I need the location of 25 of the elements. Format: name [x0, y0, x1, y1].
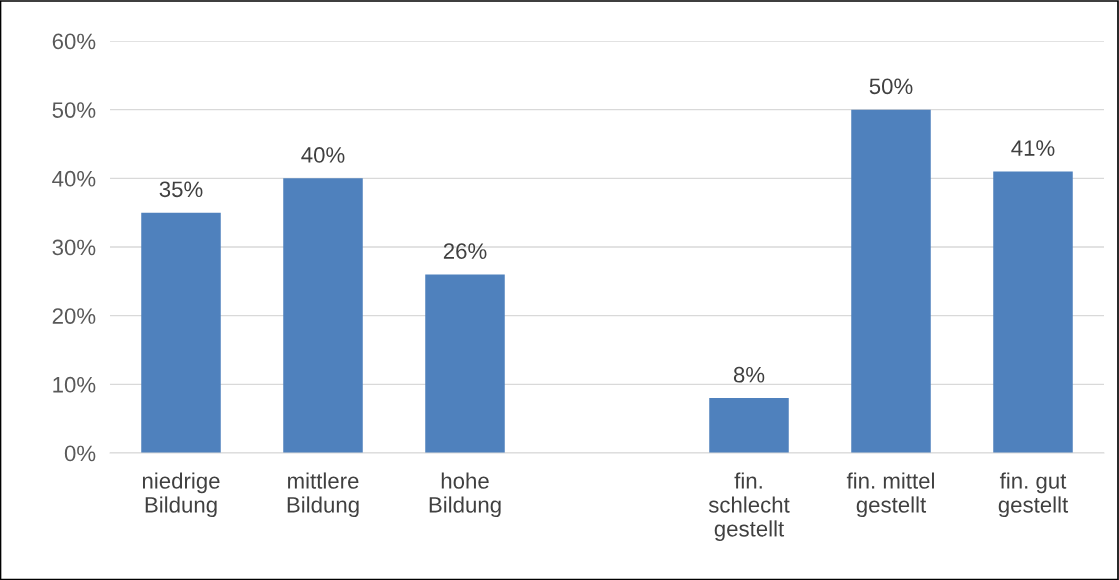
bar	[425, 274, 505, 453]
data-label: 41%	[1011, 140, 1055, 156]
bar	[993, 171, 1073, 453]
y-tick-label: 20%	[52, 308, 96, 324]
y-tick-label: 60%	[52, 33, 96, 50]
x-tick-label: fin. mittel gestellt	[846, 472, 934, 518]
data-label: 35%	[159, 181, 203, 198]
x-tick-label: fin. gut gestellt	[998, 472, 1069, 518]
y-tick-label: 30%	[52, 239, 96, 256]
y-tick-label: 0%	[64, 445, 96, 462]
x-tick-label: mittlere Bildung	[287, 472, 359, 518]
y-tick-label: 50%	[52, 102, 96, 118]
bar	[141, 212, 221, 453]
x-tick-label: hohe Bildung	[429, 472, 501, 518]
data-label: 8%	[733, 366, 765, 383]
data-label: 40%	[301, 147, 345, 163]
y-tick-label: 10%	[53, 376, 96, 393]
x-tick-label: niedrige Bildung	[142, 472, 220, 518]
y-tick-label: 40%	[52, 170, 96, 187]
x-tick-label: fin. schlecht gestellt	[708, 472, 790, 542]
bar	[709, 398, 789, 453]
data-label: 50%	[869, 78, 913, 95]
bar	[851, 109, 931, 453]
data-label: 26%	[443, 243, 487, 259]
bar	[283, 178, 363, 453]
